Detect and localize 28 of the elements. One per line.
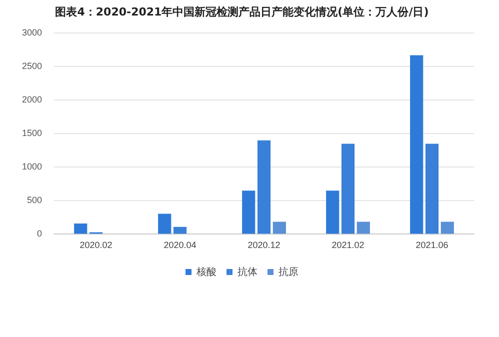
x-tick-label: 2021.06: [416, 240, 448, 250]
bar: [242, 190, 256, 234]
y-tick-label: 1500: [22, 128, 42, 138]
bar: [326, 190, 340, 234]
y-tick-label: 500: [26, 195, 42, 206]
legend-label: 核酸: [196, 266, 216, 278]
chart-title: 图表4：2020-2021年中国新冠检测产品日产能变化情况(单位：万人份/日): [55, 5, 429, 18]
y-tick-label: 2500: [22, 61, 42, 72]
x-tick-label: 2020.04: [164, 240, 196, 250]
legend-label: 抗体: [238, 266, 258, 278]
x-tick-label: 2020.12: [248, 240, 280, 250]
bar: [341, 144, 355, 234]
bar: [158, 214, 172, 234]
bar: [272, 222, 286, 234]
x-tick-label: 2020.02: [80, 240, 112, 250]
x-tick-label: 2021.02: [332, 240, 364, 250]
y-tick-label: 0: [37, 228, 42, 239]
bar: [425, 144, 439, 234]
bar: [410, 55, 424, 234]
bar: [257, 140, 271, 234]
bar: [74, 223, 88, 234]
y-tick-label: 3000: [22, 28, 42, 38]
legend-label: 抗原: [278, 266, 298, 278]
y-tick-label: 1000: [22, 162, 42, 172]
bar: [440, 222, 454, 234]
bar: [173, 226, 187, 234]
y-tick-label: 2000: [22, 94, 42, 105]
bar: [356, 222, 370, 234]
